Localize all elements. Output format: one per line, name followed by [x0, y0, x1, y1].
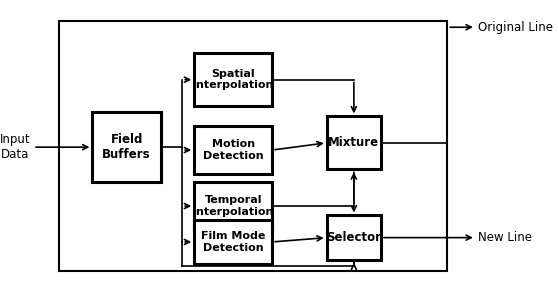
Text: Field
Buffers: Field Buffers: [102, 133, 151, 161]
Bar: [326, 116, 381, 169]
Text: Selector: Selector: [326, 231, 381, 244]
Bar: [59, 21, 448, 271]
Bar: [194, 182, 272, 230]
Text: Input
Data: Input Data: [0, 133, 31, 161]
Text: Mixture: Mixture: [328, 136, 379, 149]
Text: Spatial
Interpolation: Spatial Interpolation: [193, 69, 274, 90]
Text: Temporal
Interpolation: Temporal Interpolation: [193, 195, 274, 217]
Text: New Line: New Line: [478, 231, 532, 244]
Bar: [326, 215, 381, 260]
Text: Film Mode
Detection: Film Mode Detection: [201, 231, 266, 253]
Bar: [194, 220, 272, 264]
Text: Motion
Detection: Motion Detection: [203, 139, 263, 161]
Bar: [194, 126, 272, 174]
Bar: [92, 112, 161, 182]
Text: Original Line: Original Line: [478, 21, 553, 34]
Bar: [194, 53, 272, 106]
